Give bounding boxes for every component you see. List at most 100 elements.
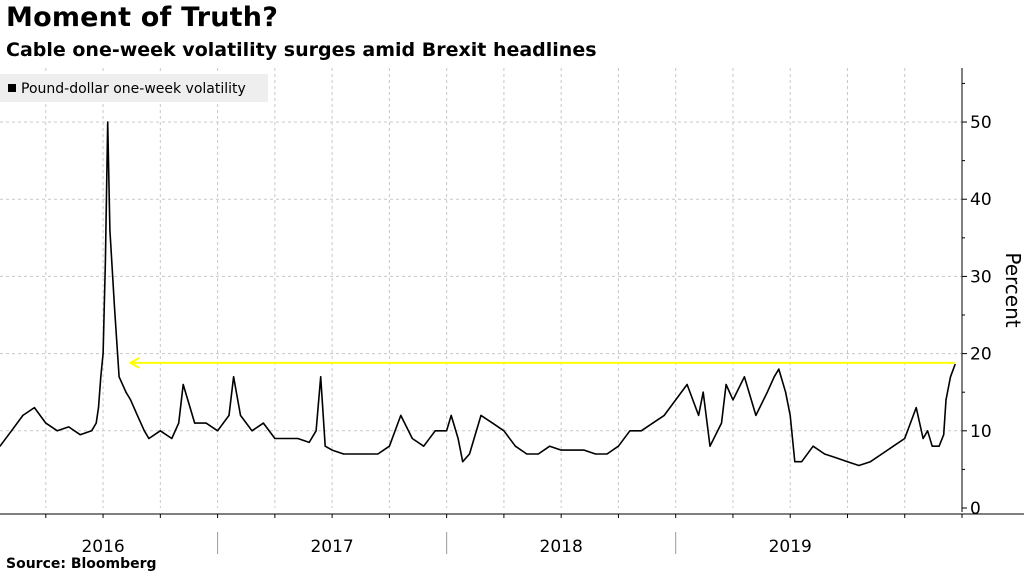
data-point <box>400 414 402 416</box>
data-point <box>954 363 956 366</box>
series-line-0 <box>0 121 956 467</box>
data-point <box>365 453 368 455</box>
x-tick-label-2016: 2016 <box>81 537 124 557</box>
data-point <box>171 437 173 440</box>
data-point <box>324 445 326 447</box>
data-point <box>938 445 940 447</box>
data-point <box>560 449 562 451</box>
data-point <box>892 445 894 447</box>
data-point <box>491 422 494 424</box>
data-point <box>709 445 711 447</box>
x-tick-label-2018: 2018 <box>540 537 583 557</box>
y-tick-label: 20 <box>970 345 992 365</box>
data-point <box>514 445 516 447</box>
data-point <box>922 437 924 440</box>
data-point <box>100 376 102 378</box>
data-point <box>904 437 906 440</box>
data-point <box>148 437 150 440</box>
chart-title: Moment of Truth? <box>6 2 279 33</box>
data-point <box>342 453 345 455</box>
data-point <box>56 430 58 432</box>
data-point <box>732 399 734 401</box>
data-point <box>91 430 93 432</box>
data-point <box>143 430 145 432</box>
data-point <box>675 399 677 401</box>
data-point <box>79 434 81 436</box>
data-point <box>136 414 139 416</box>
data-point <box>297 437 299 440</box>
data-point <box>308 441 310 443</box>
data-point <box>33 407 35 409</box>
data-point <box>216 430 219 432</box>
data-point <box>205 422 207 424</box>
chart-subtitle: Cable one-week volatility surges amid Br… <box>6 39 597 61</box>
data-point <box>315 430 317 432</box>
data-point <box>104 260 106 262</box>
data-point <box>285 437 287 440</box>
data-point <box>320 376 322 378</box>
data-point <box>228 414 230 416</box>
data-point <box>583 449 585 451</box>
series-group <box>0 121 956 467</box>
y-tick-label: 0 <box>970 499 981 519</box>
data-point <box>45 422 47 424</box>
data-point <box>537 453 539 455</box>
data-point <box>697 414 700 416</box>
data-point <box>423 445 425 447</box>
data-point <box>377 453 379 455</box>
data-point <box>462 461 464 463</box>
arrow-head <box>128 357 141 369</box>
data-point <box>858 464 860 467</box>
data-point <box>97 407 100 409</box>
data-point <box>0 445 1 447</box>
data-point <box>785 391 787 393</box>
data-point <box>572 449 574 451</box>
data-point <box>549 445 551 447</box>
data-point <box>354 453 356 455</box>
data-point <box>755 414 757 416</box>
data-point <box>446 430 448 432</box>
data-point <box>778 368 780 370</box>
data-point <box>823 453 826 455</box>
data-point <box>189 407 191 409</box>
data-point <box>881 453 883 455</box>
data-point <box>102 353 104 355</box>
data-point <box>503 430 505 432</box>
axes: 0 10 20 30 40 50 2016 2017 2018 2019 <box>0 68 1024 557</box>
data-point <box>182 383 184 386</box>
data-point <box>178 422 180 424</box>
data-point <box>468 453 471 455</box>
data-point <box>720 422 723 424</box>
data-point <box>725 383 727 386</box>
data-point <box>68 426 70 428</box>
data-point <box>262 422 265 424</box>
data-point <box>480 414 482 416</box>
data-point <box>450 414 452 416</box>
data-point <box>411 437 413 440</box>
data-point <box>743 376 746 378</box>
data-point <box>686 383 688 386</box>
data-point <box>194 422 196 424</box>
data-point <box>22 414 24 416</box>
grid-lines <box>0 68 963 508</box>
data-point <box>129 399 132 401</box>
data-point <box>594 453 597 455</box>
data-point <box>274 437 276 440</box>
data-point <box>846 461 849 463</box>
y-tick-label: 40 <box>970 190 992 210</box>
data-point <box>617 445 620 447</box>
legend-label: Pound-dollar one-week volatility <box>21 81 246 97</box>
data-point <box>251 430 253 432</box>
data-point <box>95 422 97 424</box>
legend-swatch <box>8 84 16 92</box>
data-point <box>331 449 333 451</box>
data-point <box>109 229 111 231</box>
data-point <box>915 407 917 409</box>
data-point <box>773 376 775 378</box>
data-point <box>789 414 791 416</box>
data-point <box>457 437 459 440</box>
legend-background <box>0 74 268 102</box>
data-point <box>526 453 528 455</box>
legend: Pound-dollar one-week volatility <box>0 74 268 102</box>
